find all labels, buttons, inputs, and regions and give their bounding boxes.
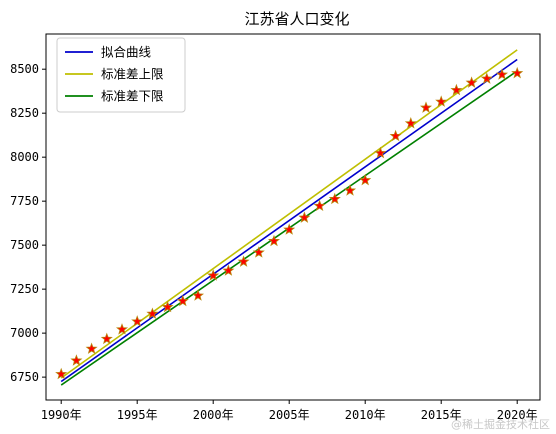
x-tick-label: 2015年 — [421, 408, 462, 422]
x-tick-label: 2005年 — [269, 408, 310, 422]
legend-box — [56, 37, 186, 113]
axes-layer: 1990年 1995年 2000年 2005年 2010年 2015年 2020年 6750 7… — [10, 33, 541, 422]
data-point-star — [176, 294, 189, 307]
data-point-star — [511, 66, 524, 79]
chart-title: 江苏省人口变化 — [244, 10, 349, 28]
data-point-star — [131, 315, 144, 327]
data-point-star — [465, 76, 478, 88]
data-point-star — [389, 129, 402, 142]
y-tick-label: 7000 — [10, 326, 39, 340]
data-point-star — [328, 192, 341, 205]
legend-label: 标准差下限 — [101, 89, 164, 104]
y-tick-label: 7250 — [10, 282, 39, 296]
data-point-star — [359, 173, 372, 186]
y-tick-label: 8000 — [10, 150, 39, 164]
data-point-star — [222, 264, 235, 276]
y-tick-label: 8500 — [10, 62, 39, 76]
data-point-star — [85, 342, 98, 354]
data-point-star — [404, 117, 417, 129]
data-point-star — [419, 101, 433, 113]
data-point-star — [237, 255, 250, 267]
y-tick-label: 7750 — [10, 194, 39, 208]
axes-frame — [45, 33, 541, 401]
data-point-star — [374, 146, 387, 159]
data-point-star — [115, 323, 129, 335]
data-point-star — [283, 223, 296, 235]
y-tick-label: 6750 — [10, 370, 39, 384]
data-point-star — [70, 354, 83, 366]
data-point-star — [495, 68, 509, 80]
x-tick-label: 1990年 — [41, 408, 82, 422]
data-point-star — [313, 199, 326, 212]
x-tick-label: 2010年 — [345, 408, 386, 422]
series-layer — [55, 49, 524, 386]
data-point-star — [298, 211, 311, 223]
x-tick-label: 1995年 — [117, 408, 158, 422]
legend-label: 拟合曲线 — [101, 45, 152, 60]
data-point-star — [252, 246, 265, 258]
data-point-star — [191, 289, 205, 301]
data-point-star — [343, 184, 357, 196]
data-point-star — [146, 307, 159, 319]
data-point-star — [207, 269, 220, 281]
data-point-star — [450, 83, 463, 96]
watermark-text: @稀土掘金技术社区 — [451, 417, 550, 431]
x-tick-label: 2020年 — [497, 408, 538, 422]
data-point-star — [100, 332, 113, 345]
data-point-star — [435, 95, 448, 107]
legend-label: 标准差上限 — [101, 67, 164, 82]
y-tick-label: 8250 — [10, 106, 39, 120]
data-point-star — [480, 72, 493, 84]
x-tick-label: 2000年 — [193, 408, 234, 422]
data-point-star — [161, 300, 174, 313]
data-point-star — [267, 234, 281, 247]
data-point-star — [55, 367, 68, 380]
series-line-0 — [60, 58, 518, 383]
y-tick-label: 7500 — [10, 238, 39, 252]
